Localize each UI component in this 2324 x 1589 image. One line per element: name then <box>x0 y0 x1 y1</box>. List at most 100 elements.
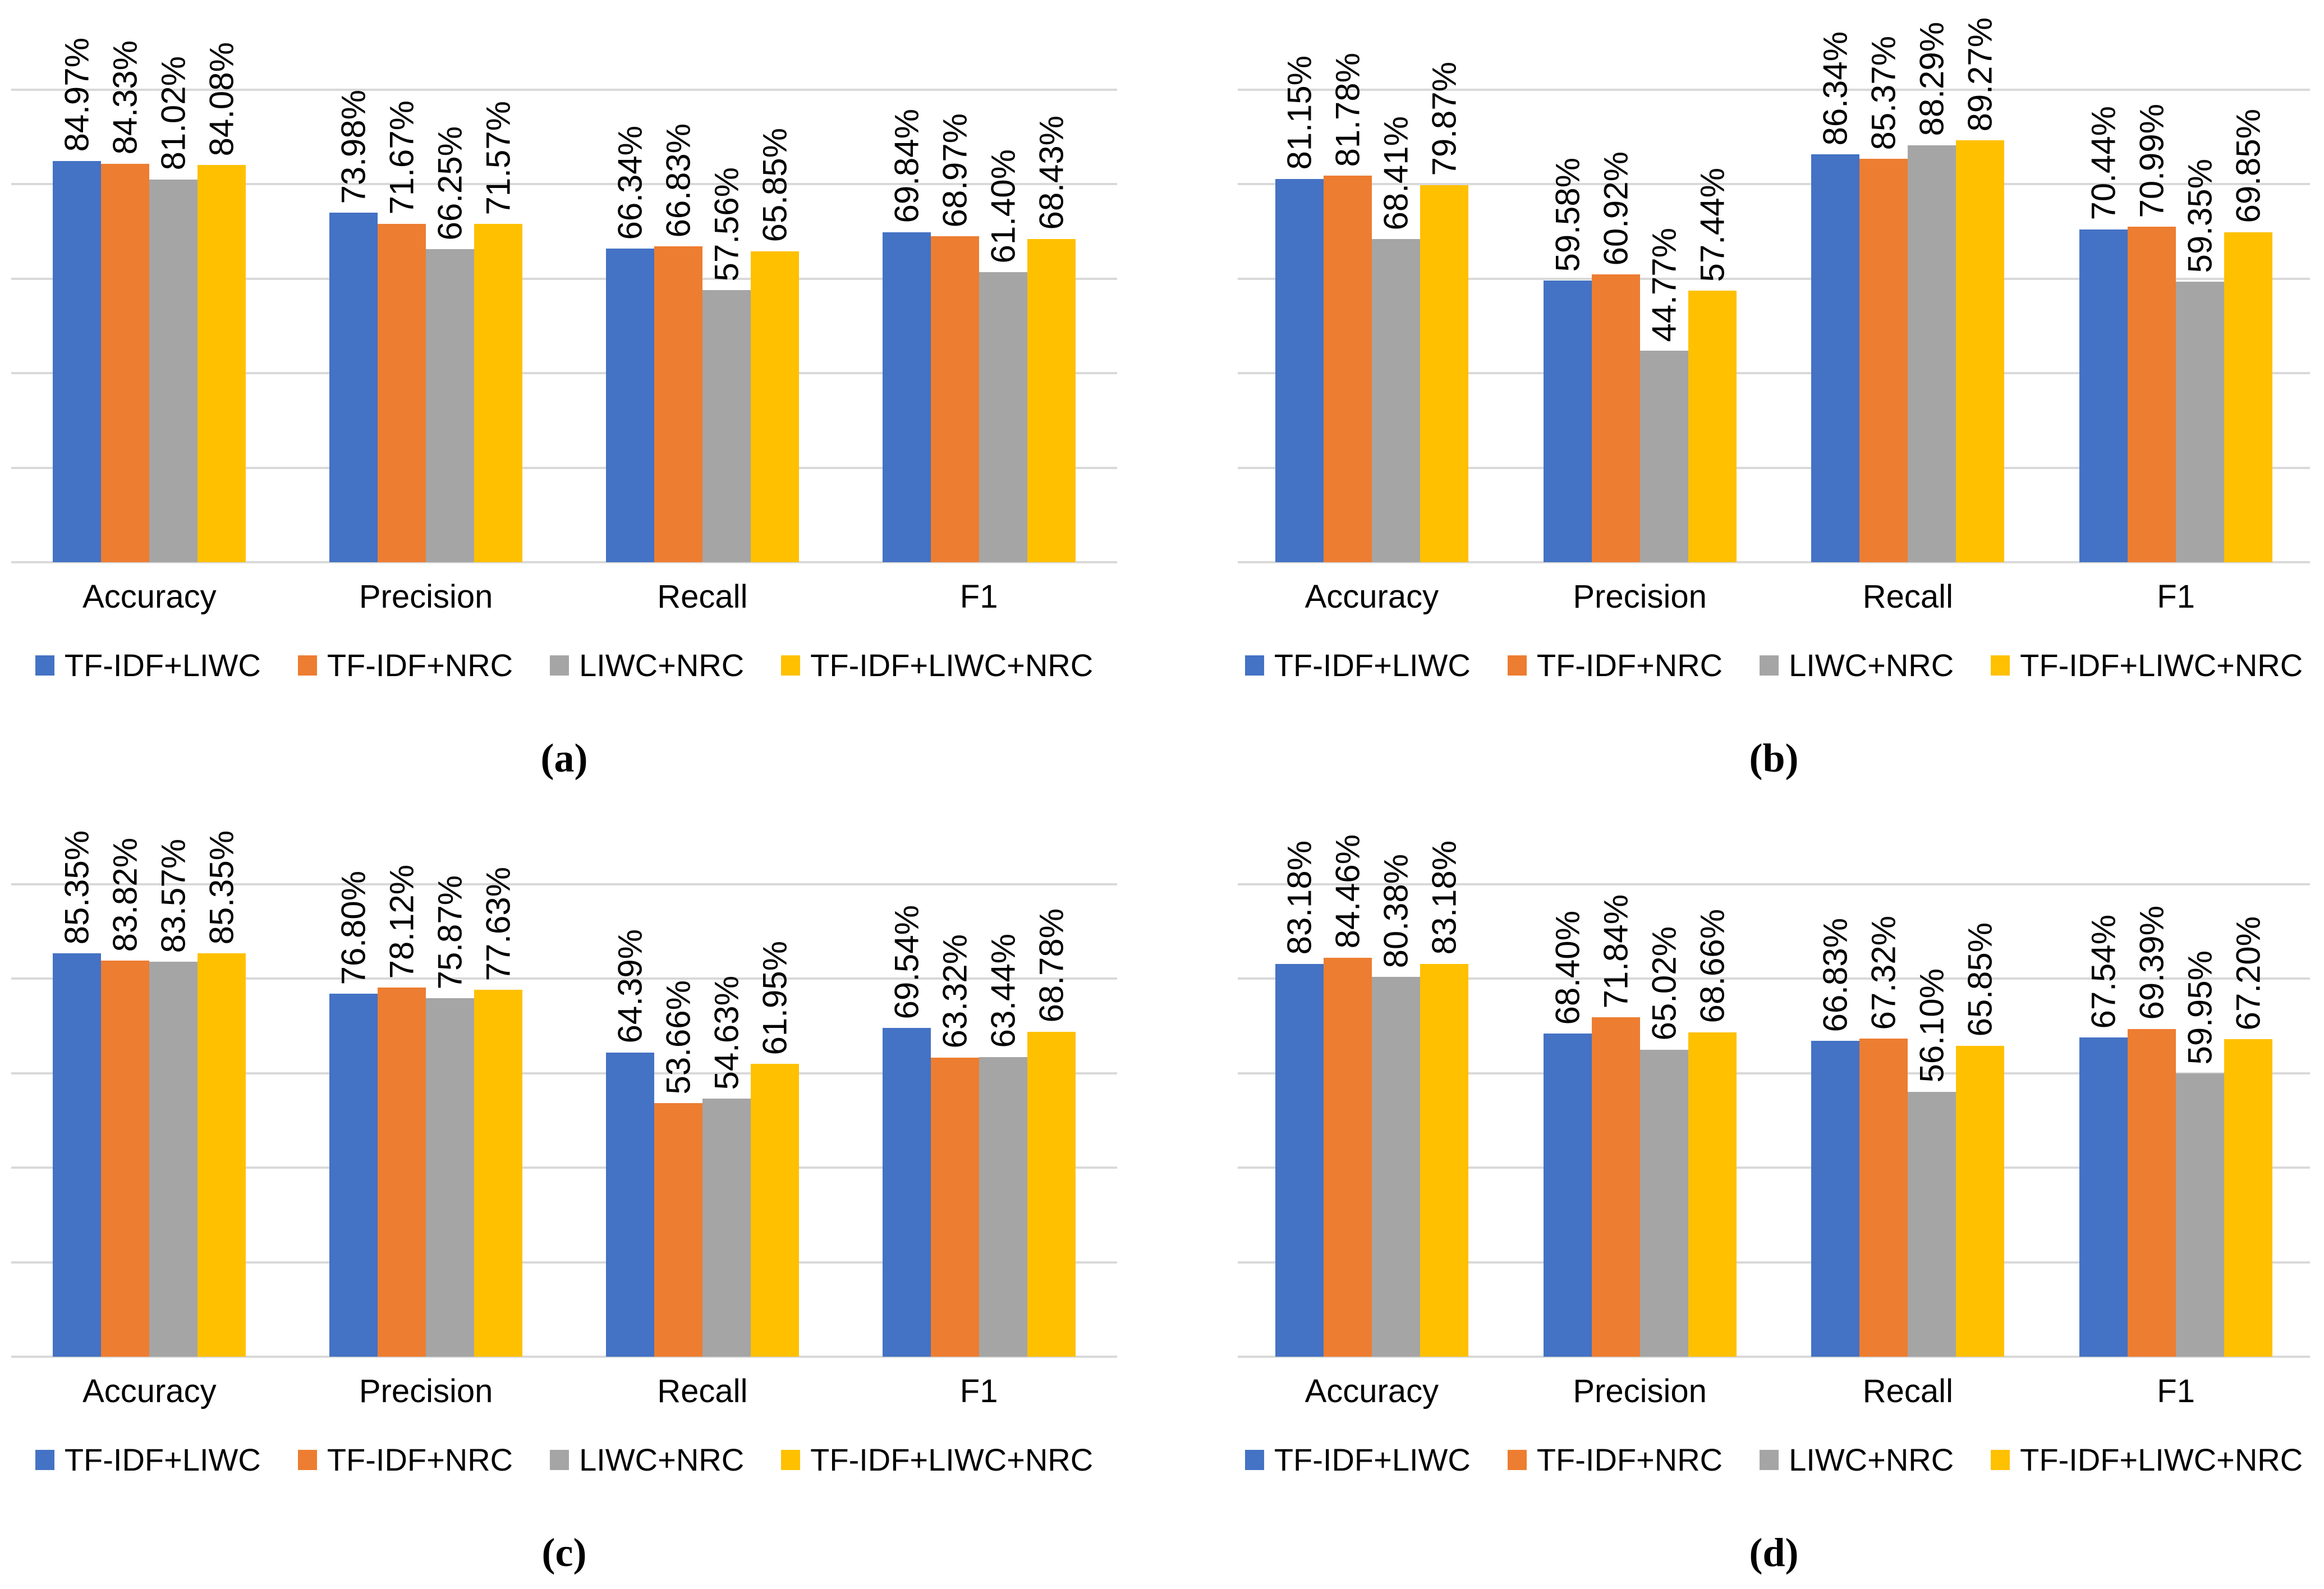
legend-label: TF-IDF+LIWC+NRC <box>810 647 1094 683</box>
bar-value-label: 57.44% <box>1693 167 1731 282</box>
bar-value-label: 61.40% <box>984 149 1022 264</box>
gridline <box>1238 883 2310 885</box>
bar-tf-idf-nrc-recall: 53.66% <box>654 980 702 1357</box>
bar-group-precision: 73.98% 71.67% 66.25% 71.57% <box>288 90 564 562</box>
plotwrap-d: 83.18% 84.46% 80.38% 83.18% 68.40% 71.84% 65.0… <box>1238 834 2310 1576</box>
bar-tf-idf-liwc-f1: 67.54% <box>2079 915 2128 1357</box>
bar-tf-idf-liwc-nrc-f1: 67.20% <box>2224 916 2273 1357</box>
legend-swatch-icon <box>550 655 569 676</box>
bar-value-label: 84.97% <box>58 38 96 152</box>
bar-tf-idf-liwc-nrc-accuracy: 85.35% <box>198 830 246 1357</box>
bar-liwc-nrc-f1: 63.44% <box>979 934 1027 1357</box>
bar-liwc-nrc-recall: 57.56% <box>702 167 751 562</box>
legend-swatch-icon <box>1991 655 2010 676</box>
bar-groups-d: 83.18% 84.46% 80.38% 83.18% 68.40% 71.84% 65.0… <box>1238 834 2310 1357</box>
legend-item-liwc-nrc: LIWC+NRC <box>1760 647 1954 683</box>
bar-tf-idf-nrc-accuracy: 83.82% <box>101 838 150 1357</box>
legend-swatch-icon <box>1760 1449 1779 1470</box>
legend-swatch-icon <box>1760 655 1779 676</box>
category-label-precision: Precision <box>1573 1373 1707 1409</box>
category-label-f1: F1 <box>959 578 998 615</box>
bar-liwc-nrc-accuracy: 80.38% <box>1371 854 1420 1357</box>
bar-group-precision: 68.40% 71.84% 65.02% 68.66% <box>1506 884 1774 1357</box>
bar-tf-idf-nrc-accuracy: 84.33% <box>101 40 150 562</box>
bar-liwc-nrc-accuracy: 83.57% <box>149 839 198 1357</box>
bar-value-label: 84.46% <box>1329 834 1367 949</box>
bar-value-label: 83.18% <box>1280 841 1319 955</box>
plotwrap-b: 81.15% 81.78% 68.41% 79.87% 59.58% 60.92% 44.7… <box>1238 17 2310 782</box>
category-label-recall: Recall <box>1862 1373 1953 1409</box>
bar-value-label: 59.35% <box>2181 158 2219 273</box>
legend-label: TF-IDF+NRC <box>327 647 513 683</box>
legend-label: TF-IDF+LIWC <box>64 647 261 683</box>
bar-value-label: 71.84% <box>1597 894 1635 1009</box>
bar-liwc-nrc-precision: 44.77% <box>1639 228 1688 562</box>
bar-tf-idf-liwc-precision: 59.58% <box>1543 158 1592 562</box>
bar-group-recall: 66.83% 67.32% 56.10% 65.85% <box>1774 884 2042 1357</box>
gridline <box>11 977 1117 980</box>
bar-group-recall: 66.34% 66.83% 57.56% 65.85% <box>564 90 841 562</box>
gridline <box>11 183 1117 186</box>
bar-value-label: 63.32% <box>936 934 974 1049</box>
bar-tf-idf-nrc-f1: 70.99% <box>2128 104 2176 562</box>
bar-tf-idf-nrc-f1: 68.97% <box>930 113 979 562</box>
bar-groups-a: 84.97% 84.33% 81.02% 84.08% 73.98% 71.67% 66.2… <box>11 38 1117 562</box>
panel-a: 84.97% 84.33% 81.02% 84.08% 73.98% 71.67% 66.2… <box>0 0 1162 795</box>
bar-value-label: 56.10% <box>1913 968 1951 1083</box>
legend-item-tf-idf-liwc-nrc: TF-IDF+LIWC+NRC <box>1991 1441 2303 1478</box>
legend-item-tf-idf-nrc: TF-IDF+NRC <box>297 1441 513 1478</box>
bar-liwc-nrc-precision: 75.87% <box>426 875 475 1357</box>
bar-value-label: 84.33% <box>106 40 144 155</box>
legend-swatch-icon <box>35 655 54 676</box>
bar-tf-idf-nrc-recall: 66.83% <box>654 123 702 562</box>
bar-value-label: 65.85% <box>1961 922 1999 1037</box>
bar-tf-idf-nrc-recall: 67.32% <box>1859 916 1908 1357</box>
category-axis-d: Accuracy Precision Recall F1 <box>1238 1372 2310 1410</box>
bar-tf-idf-liwc-accuracy: 83.18% <box>1275 841 1324 1357</box>
bar-tf-idf-liwc-recall: 64.39% <box>605 929 654 1357</box>
bar-tf-idf-nrc-accuracy: 84.46% <box>1323 834 1372 1357</box>
category-label-precision: Precision <box>359 578 493 615</box>
gridline <box>1238 466 2310 469</box>
legend-b: TF-IDF+LIWC TF-IDF+NRC LIWC+NRC TF-IDF+LIWC… <box>1238 647 2310 683</box>
bar-tf-idf-liwc-accuracy: 85.35% <box>53 830 102 1357</box>
gridline <box>11 1261 1117 1264</box>
legend-label: TF-IDF+LIWC+NRC <box>2020 1442 2303 1477</box>
bar-value-label: 68.66% <box>1693 909 1731 1023</box>
category-label-f1: F1 <box>2157 578 2195 615</box>
bar-value-label: 84.08% <box>203 42 241 157</box>
legend-item-tf-idf-liwc: TF-IDF+LIWC <box>35 1441 261 1478</box>
bar-value-label: 68.97% <box>936 113 974 228</box>
bar-tf-idf-liwc-f1: 69.84% <box>882 109 931 562</box>
gridline <box>1238 561 2310 563</box>
caption-d: (d) <box>1749 1530 1799 1575</box>
category-label-f1: F1 <box>959 1373 998 1409</box>
bar-value-label: 81.02% <box>154 56 192 171</box>
legend-swatch-icon <box>1244 1449 1264 1470</box>
panel-c: 85.35% 83.82% 83.57% 85.35% 76.80% 78.12% 75.8… <box>0 795 1162 1589</box>
legend-item-liwc-nrc: LIWC+NRC <box>550 647 744 683</box>
legend-swatch-icon <box>781 1449 801 1470</box>
bar-liwc-nrc-accuracy: 81.02% <box>149 56 198 562</box>
legend-item-tf-idf-liwc-nrc: TF-IDF+LIWC+NRC <box>1991 647 2303 683</box>
bar-tf-idf-liwc-f1: 69.54% <box>882 905 931 1357</box>
bar-value-label: 89.27% <box>1961 17 1999 132</box>
legend-item-tf-idf-liwc: TF-IDF+LIWC <box>1244 1441 1471 1478</box>
legend-label: TF-IDF+LIWC+NRC <box>2020 647 2303 683</box>
legend-item-tf-idf-liwc-nrc: TF-IDF+LIWC+NRC <box>781 647 1093 683</box>
gridline <box>11 883 1117 885</box>
plot-area-c: 85.35% 83.82% 83.57% 85.35% 76.80% 78.12% 75.8… <box>11 830 1117 1358</box>
bar-tf-idf-liwc-recall: 66.34% <box>605 126 654 562</box>
plot-area-d: 83.18% 84.46% 80.38% 83.18% 68.40% 71.84% 65.0… <box>1238 834 2310 1358</box>
bar-value-label: 67.20% <box>2229 916 2267 1031</box>
bar-tf-idf-liwc-recall: 66.83% <box>1811 918 1860 1357</box>
legend-item-tf-idf-liwc: TF-IDF+LIWC <box>1244 647 1471 683</box>
bar-value-label: 69.39% <box>2133 906 2171 1020</box>
category-label-accuracy: Accuracy <box>82 578 217 615</box>
bar-value-label: 88.29% <box>1913 22 1951 136</box>
gridline <box>11 89 1117 91</box>
bar-group-precision: 59.58% 60.92% 44.77% 57.44% <box>1506 90 1774 562</box>
bar-value-label: 66.25% <box>431 126 469 241</box>
panel-b: 81.15% 81.78% 68.41% 79.87% 59.58% 60.92% 44.7… <box>1162 0 2324 795</box>
bar-tf-idf-liwc-nrc-f1: 68.43% <box>1027 116 1076 562</box>
